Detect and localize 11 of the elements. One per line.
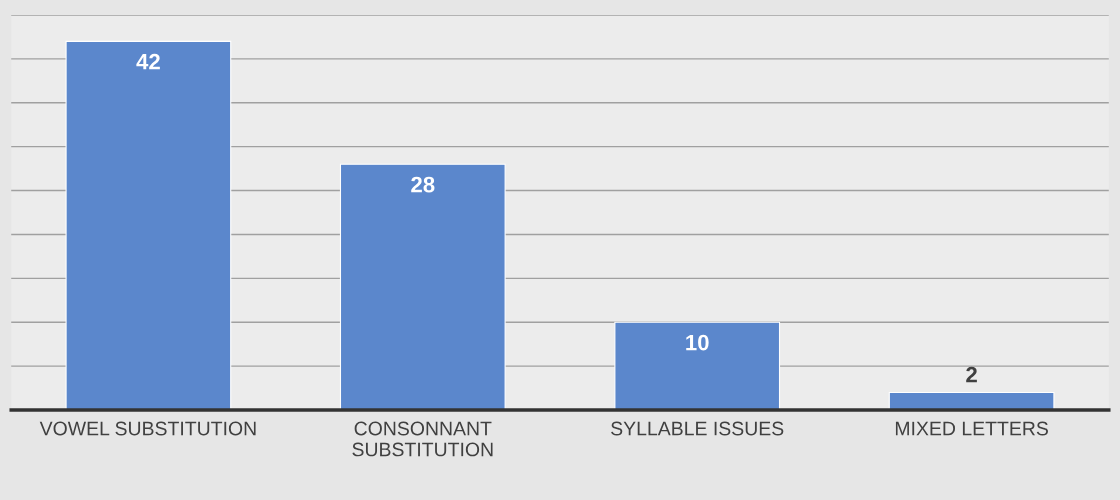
x-tick-label: VOWEL SUBSTITUTION (39, 421, 256, 436)
data-label: 42 (136, 53, 160, 70)
bar (65, 40, 232, 410)
data-label: 10 (686, 334, 709, 351)
bar (339, 163, 506, 410)
x-tick-label: MIXED LETTERS (895, 421, 1048, 436)
x-tick-label: SYLLABLE ISSUES (611, 421, 784, 436)
bar (614, 321, 781, 410)
data-label: 28 (411, 176, 435, 193)
x-tick-label: CONSONNANT SUBSTITUTION (352, 421, 493, 457)
data-label: 2 (966, 366, 977, 383)
